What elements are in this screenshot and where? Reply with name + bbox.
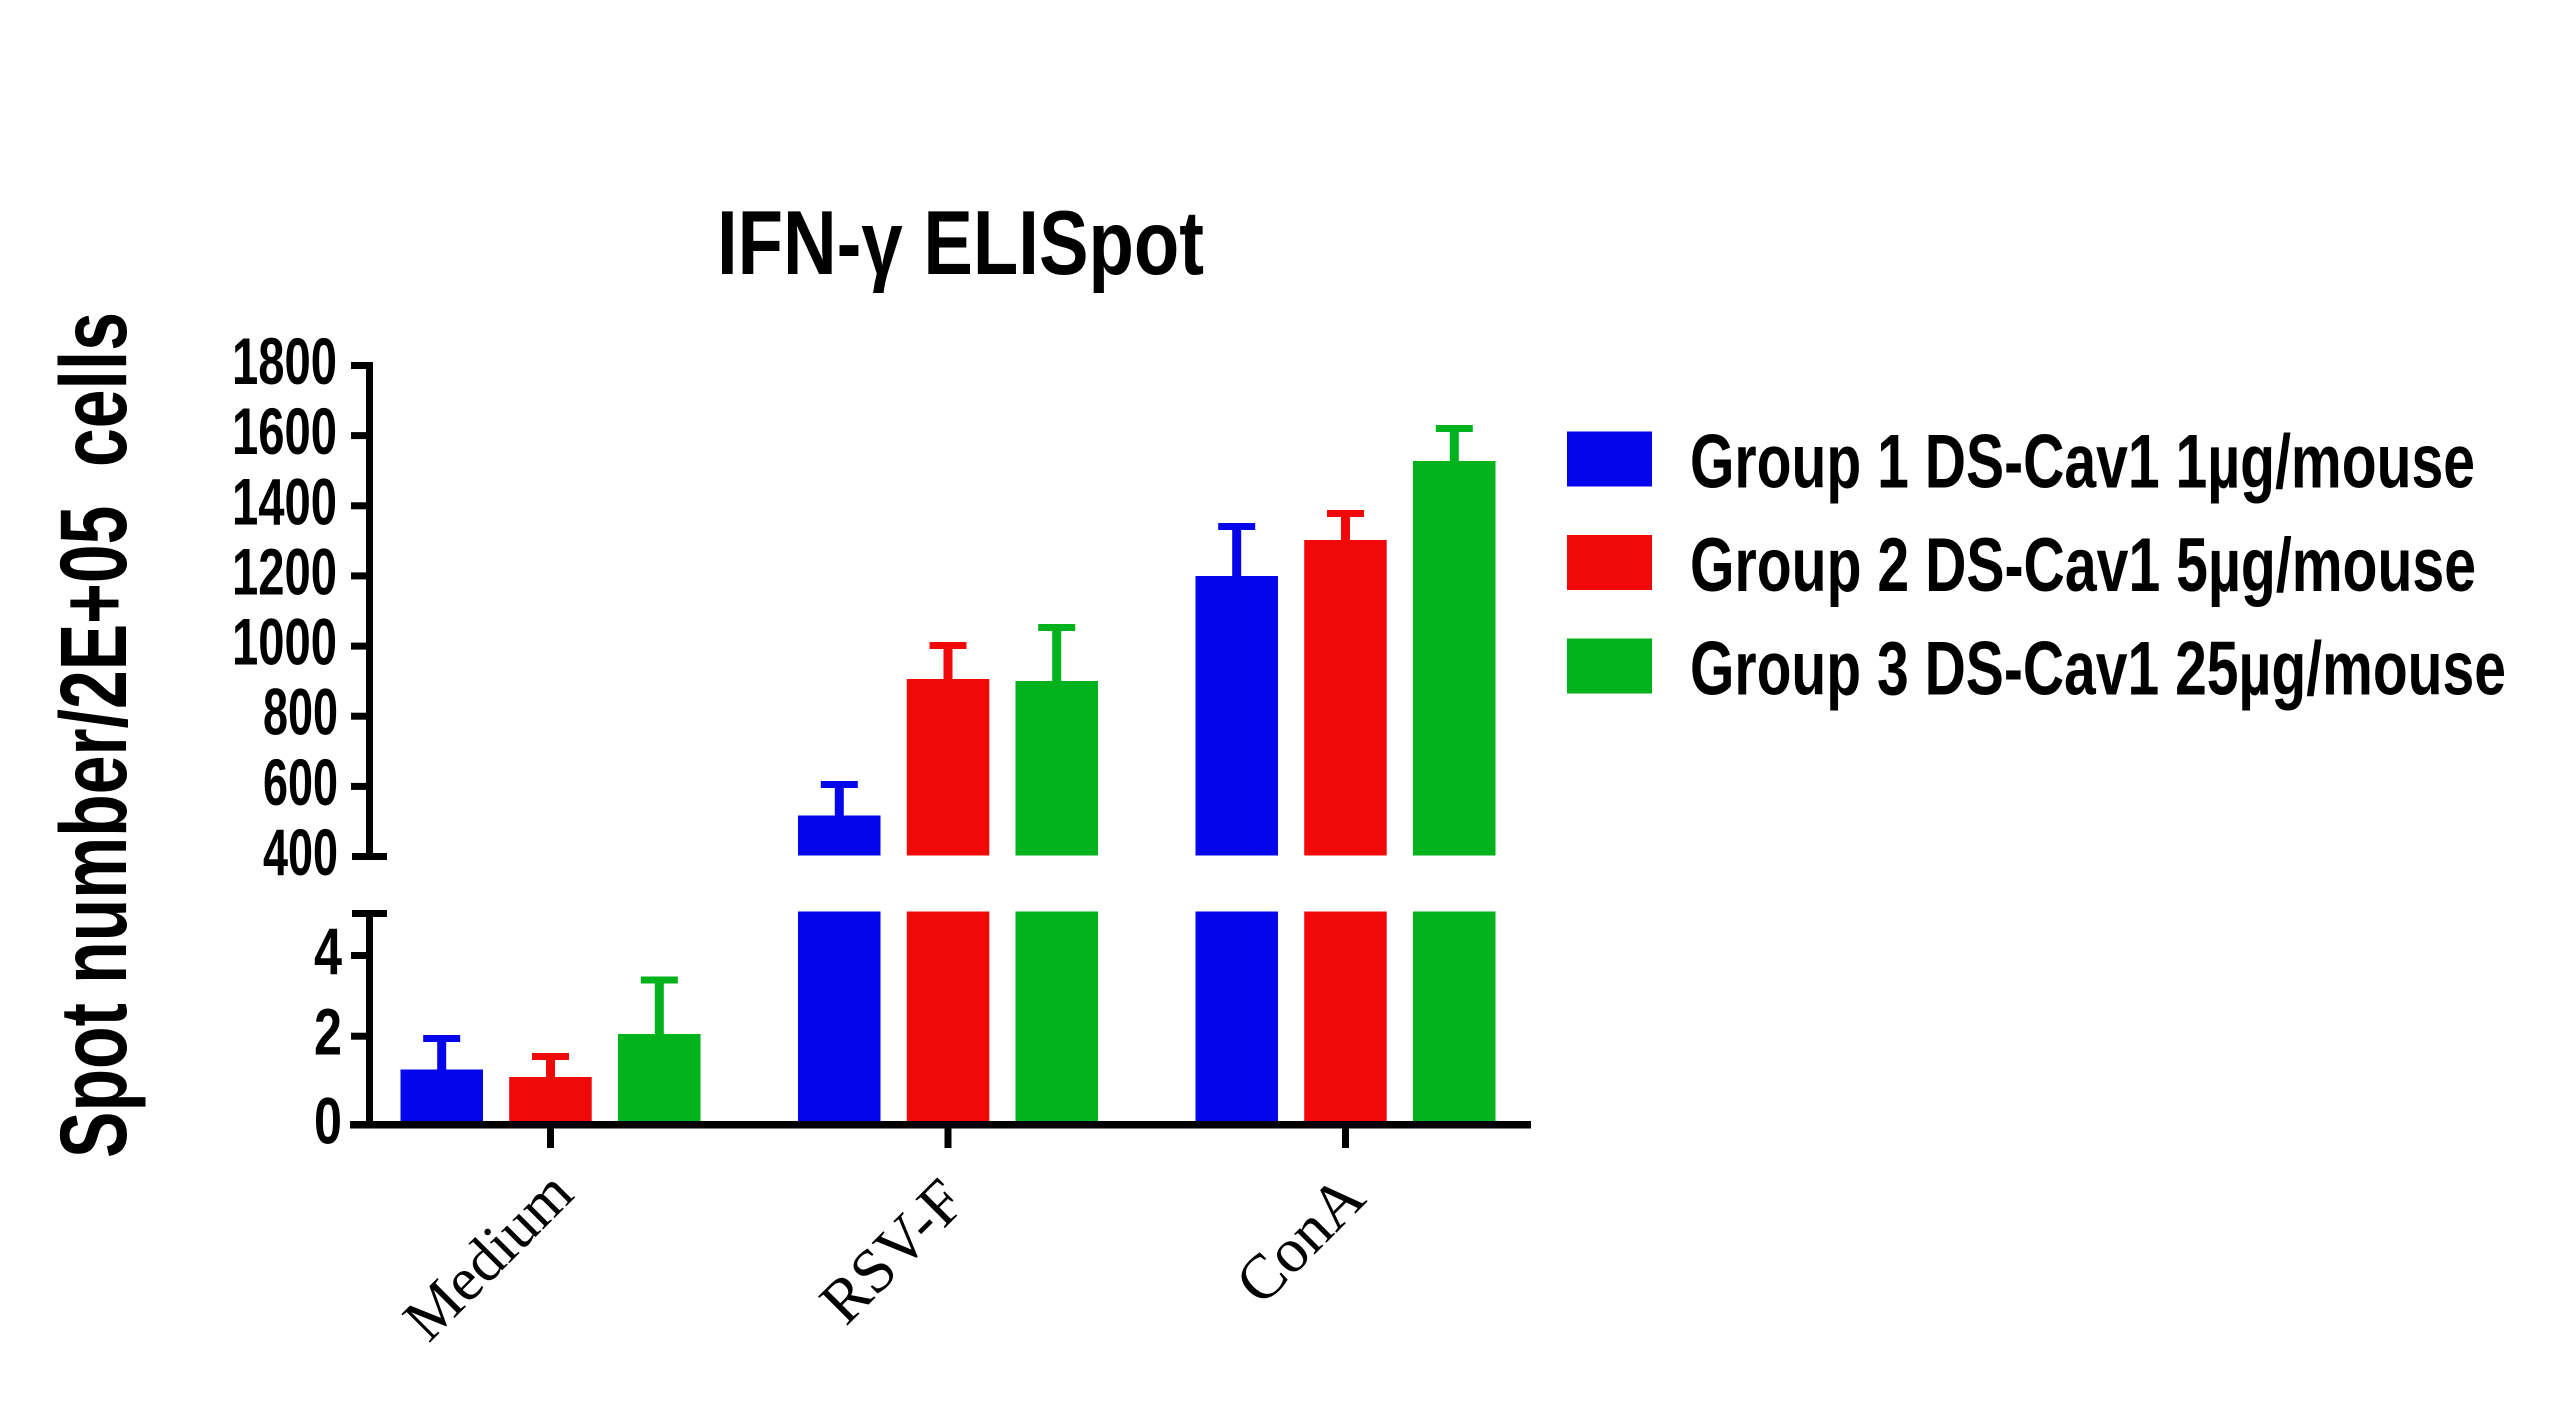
svg-text:Spot number/2E+05 cells: Spot number/2E+05 cells — [41, 312, 147, 1158]
svg-text:1400: 1400 — [232, 464, 337, 538]
svg-text:600: 600 — [263, 745, 338, 819]
svg-text:ConA: ConA — [1222, 1161, 1378, 1317]
svg-text:1200: 1200 — [232, 534, 337, 608]
svg-text:1800: 1800 — [232, 324, 337, 398]
svg-text:800: 800 — [263, 675, 338, 749]
svg-text:400: 400 — [263, 815, 338, 889]
svg-text:1000: 1000 — [232, 605, 337, 679]
svg-text:IFN-γ ELISpot: IFN-γ ELISpot — [717, 193, 1204, 294]
svg-text:1600: 1600 — [232, 394, 337, 468]
svg-text:2: 2 — [314, 995, 342, 1069]
svg-text:RSV-F: RSV-F — [806, 1165, 978, 1337]
svg-text:Group 1 DS-Cav1 1µg/mouse: Group 1 DS-Cav1 1µg/mouse — [1690, 419, 2475, 504]
svg-text:4: 4 — [314, 914, 342, 988]
svg-text:Medium: Medium — [390, 1158, 585, 1353]
svg-text:Group 2 DS-Cav1 5µg/mouse: Group 2 DS-Cav1 5µg/mouse — [1690, 523, 2476, 608]
svg-text:Group 3 DS-Cav1 25µg/mouse: Group 3 DS-Cav1 25µg/mouse — [1690, 626, 2506, 711]
svg-text:0: 0 — [314, 1083, 342, 1157]
